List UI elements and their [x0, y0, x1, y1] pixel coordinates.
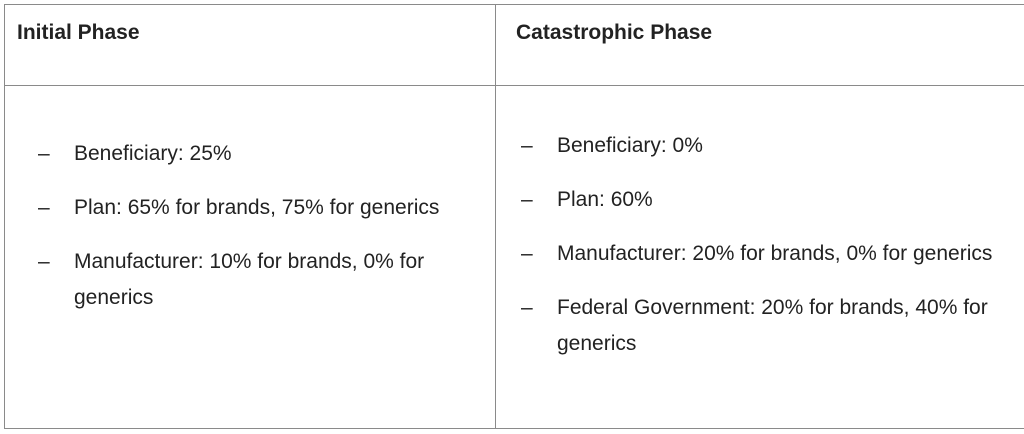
item-text: Manufacturer: 10% for brands, 0% for gen…	[74, 250, 425, 309]
list-item: – Manufacturer: 10% for brands, 0% for ge…	[38, 244, 494, 316]
list-item: – Manufacturer: 20% for brands, 0% for ge…	[521, 236, 1024, 272]
item-text: Manufacturer: 20% for brands, 0% for gen…	[557, 242, 993, 265]
bullet: –	[521, 242, 533, 265]
list-item: – Federal Government: 20% for brands, 40%…	[521, 290, 1024, 362]
item-text: Plan: 60%	[557, 188, 653, 211]
row-divider	[5, 85, 1024, 86]
column-header: Initial Phase	[17, 21, 140, 44]
bullet: –	[38, 196, 50, 219]
column-divider	[495, 5, 496, 428]
item-text: Federal Government: 20% for brands, 40% …	[557, 296, 988, 355]
bullet: –	[521, 188, 533, 211]
item-text: Plan: 65% for brands, 75% for generics	[74, 196, 440, 219]
bullet: –	[521, 134, 533, 157]
list-item: – Plan: 60%	[521, 182, 1024, 218]
table: Initial Phase Catastrophic Phase – Benefi…	[4, 4, 1024, 429]
list-item: – Beneficiary: 0%	[521, 128, 1024, 164]
cell-list: – Beneficiary: 25% – Plan: 65% for brands, …	[38, 136, 494, 322]
bullet: –	[38, 142, 50, 165]
bullet: –	[38, 250, 50, 273]
item-text: Beneficiary: 25%	[74, 142, 232, 165]
bullet: –	[521, 296, 533, 319]
cell-list: – Beneficiary: 0% – Plan: 60% – Manufacturer:…	[521, 128, 1024, 368]
list-item: – Plan: 65% for brands, 75% for generics	[38, 190, 494, 226]
item-text: Beneficiary: 0%	[557, 134, 703, 157]
list-item: – Beneficiary: 25%	[38, 136, 494, 172]
column-header: Catastrophic Phase	[516, 21, 713, 44]
